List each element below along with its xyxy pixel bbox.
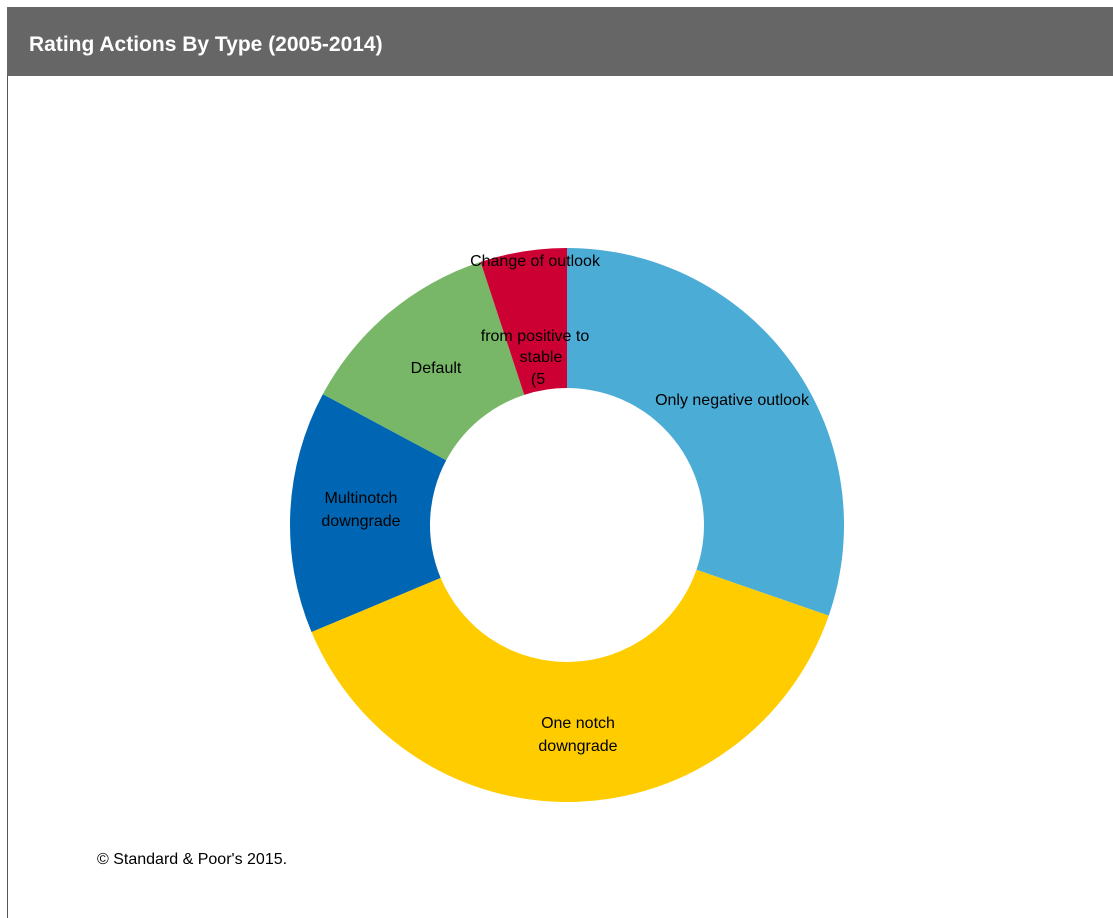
slice-label-only-negative-outlook: Only negative outlook xyxy=(655,392,810,409)
slice-label-one-notch-downgrade: One notch downgrade xyxy=(538,715,617,755)
slice-label-default: Default xyxy=(411,360,462,377)
slice-change-of-outlook-from-positive-to-stable-5 xyxy=(480,248,567,395)
chart-header: Rating Actions By Type (2005-2014) xyxy=(7,7,1113,76)
slice-only-negative-outlook xyxy=(567,248,844,616)
slice-one-notch-downgrade xyxy=(311,569,829,802)
source-note: © Standard & Poor's 2015. xyxy=(97,851,288,868)
chart-title: Rating Actions By Type (2005-2014) xyxy=(29,33,383,56)
donut-slices xyxy=(290,248,844,802)
slice-multinotch-downgrade xyxy=(290,394,447,633)
slice-label-multinotch-downgrade: Multinotch downgrade xyxy=(321,490,400,530)
slice-default xyxy=(322,261,525,461)
donut-labels: Only negative outlook One notch downgrade M… xyxy=(321,253,810,755)
slice-label-change-of-outlook-from-positive-to-stable-5: Change of outlook from positive to stable(… xyxy=(470,253,601,388)
